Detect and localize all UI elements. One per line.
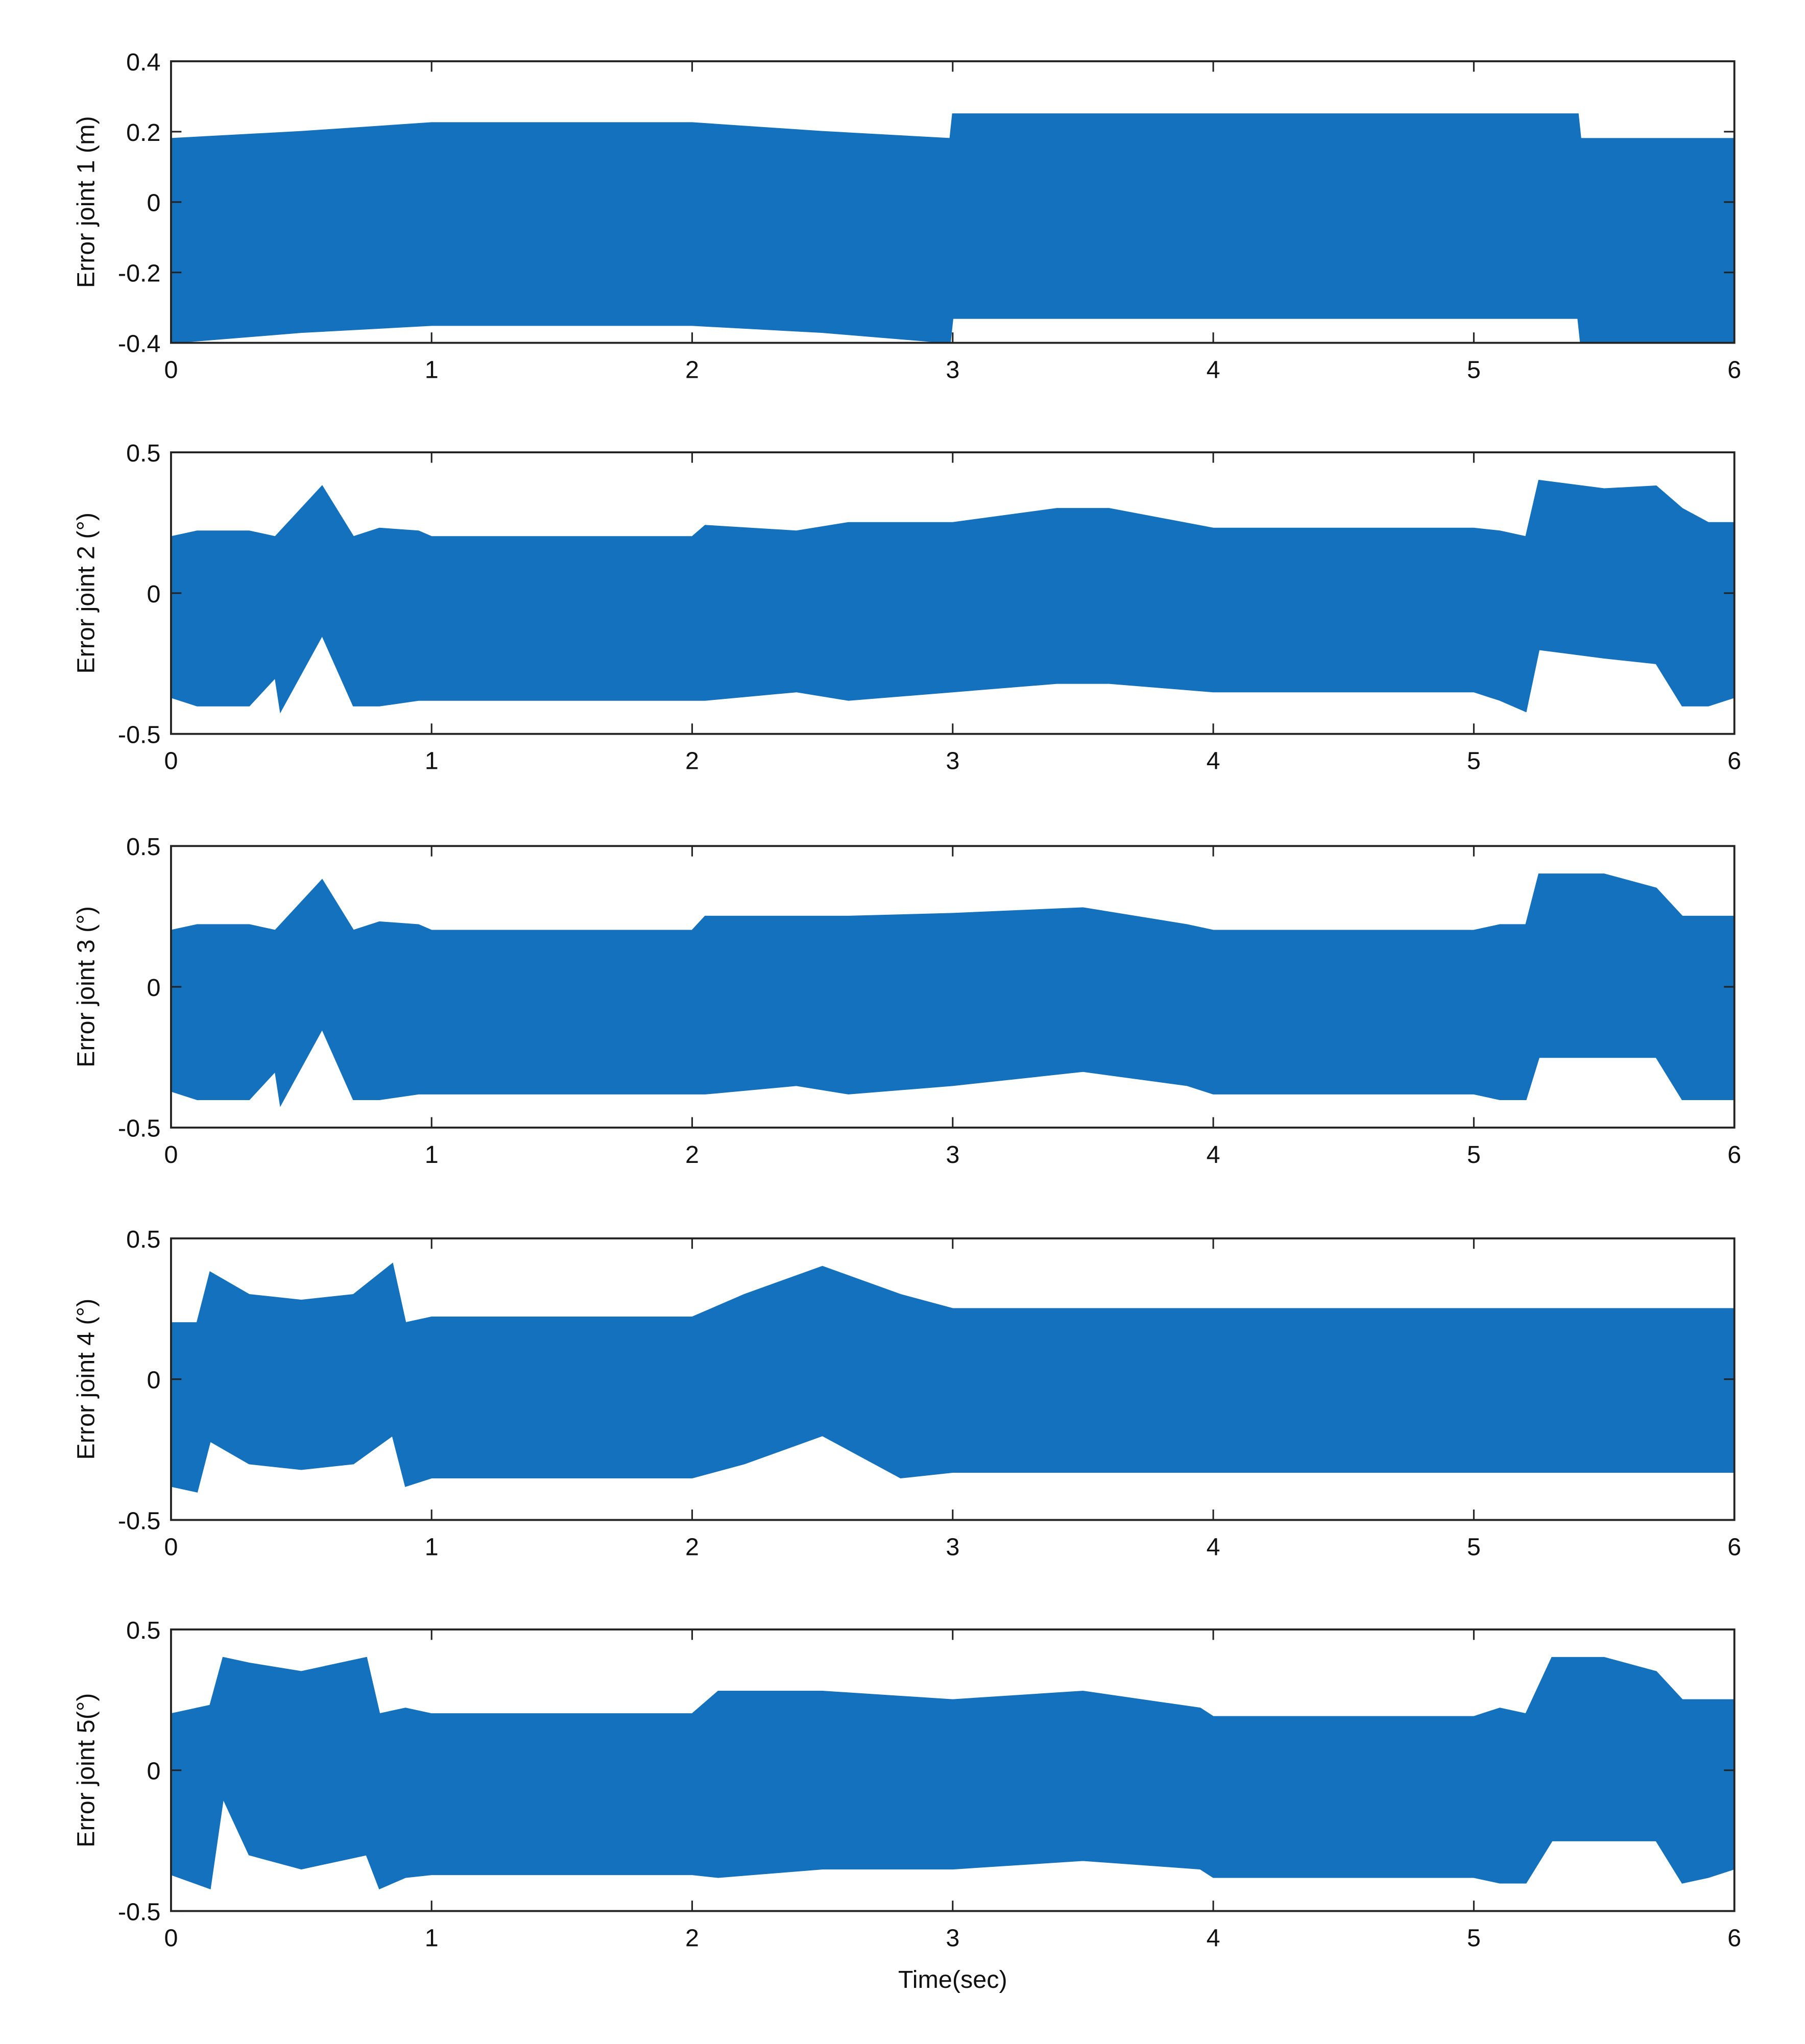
x-tick-label: 2 — [685, 1533, 699, 1561]
x-tick-label: 6 — [1727, 1141, 1741, 1169]
x-tick-label: 3 — [946, 356, 959, 384]
y-tick-label: 0.5 — [126, 1617, 160, 1644]
x-tick-label: 2 — [685, 1141, 699, 1169]
x-tick-label: 5 — [1467, 1141, 1481, 1169]
x-tick-label: 1 — [425, 1141, 439, 1169]
x-tick-label: 1 — [425, 356, 439, 384]
y-tick-label: 0 — [147, 1758, 161, 1785]
x-tick-label: 0 — [164, 356, 178, 384]
x-tick-label: 3 — [946, 1141, 959, 1169]
y-axis-label: Error joint 5(°) — [72, 1693, 100, 1847]
x-tick-label: 4 — [1207, 1924, 1220, 1952]
y-axis-label: Error joint 2 (°) — [72, 513, 100, 674]
x-tick-label: 2 — [685, 747, 699, 775]
y-tick-label: -0.5 — [118, 1115, 161, 1142]
y-tick-label: -0.2 — [118, 260, 161, 287]
y-tick-label: 0 — [147, 580, 161, 608]
y-tick-label: 0.2 — [126, 119, 160, 147]
x-tick-label: 5 — [1467, 356, 1481, 384]
y-tick-label: 0 — [147, 189, 161, 217]
x-tick-label: 2 — [685, 1924, 699, 1952]
x-tick-label: 3 — [946, 1924, 959, 1952]
x-tick-label: 5 — [1467, 747, 1481, 775]
y-tick-label: 0.5 — [126, 1226, 160, 1253]
error-band — [170, 113, 1735, 344]
y-axis-label: Error joint 1 (m) — [72, 116, 100, 288]
x-tick-label: 1 — [425, 1924, 439, 1952]
y-tick-label: 0 — [147, 1367, 161, 1394]
x-tick-label: 0 — [164, 1924, 178, 1952]
x-tick-label: 4 — [1207, 1141, 1220, 1169]
y-tick-label: 0.5 — [126, 833, 160, 861]
y-tick-label: -0.5 — [118, 1507, 161, 1535]
y-tick-label: 0.4 — [126, 48, 160, 76]
x-tick-label: 0 — [164, 1141, 178, 1169]
x-tick-label: 1 — [425, 1533, 439, 1561]
x-axis-label: Time(sec) — [898, 1966, 1007, 1993]
x-tick-label: 0 — [164, 1533, 178, 1561]
x-tick-label: 5 — [1467, 1533, 1481, 1561]
y-tick-label: -0.5 — [118, 1898, 161, 1926]
y-tick-label: -0.4 — [118, 330, 161, 357]
x-tick-label: 6 — [1727, 1924, 1741, 1952]
error-band — [170, 1262, 1735, 1493]
error-band — [170, 873, 1735, 1107]
y-tick-label: 0 — [147, 974, 161, 1002]
x-tick-label: 2 — [685, 356, 699, 384]
y-tick-label: -0.5 — [118, 721, 161, 749]
x-tick-label: 4 — [1207, 747, 1220, 775]
x-tick-label: 3 — [946, 1533, 959, 1561]
x-tick-label: 6 — [1727, 356, 1741, 384]
x-tick-label: 4 — [1207, 1533, 1220, 1561]
x-tick-label: 3 — [946, 747, 959, 775]
y-tick-label: 0.5 — [126, 440, 160, 467]
error-band — [170, 479, 1735, 714]
x-tick-label: 1 — [425, 747, 439, 775]
x-tick-label: 0 — [164, 747, 178, 775]
y-axis-label: Error joint 4 (°) — [72, 1299, 100, 1460]
x-tick-label: 6 — [1727, 747, 1741, 775]
x-tick-label: 5 — [1467, 1924, 1481, 1952]
x-tick-label: 6 — [1727, 1533, 1741, 1561]
x-tick-label: 4 — [1207, 356, 1220, 384]
y-axis-label: Error joint 3 (°) — [72, 906, 100, 1067]
error-band — [170, 1657, 1735, 1890]
